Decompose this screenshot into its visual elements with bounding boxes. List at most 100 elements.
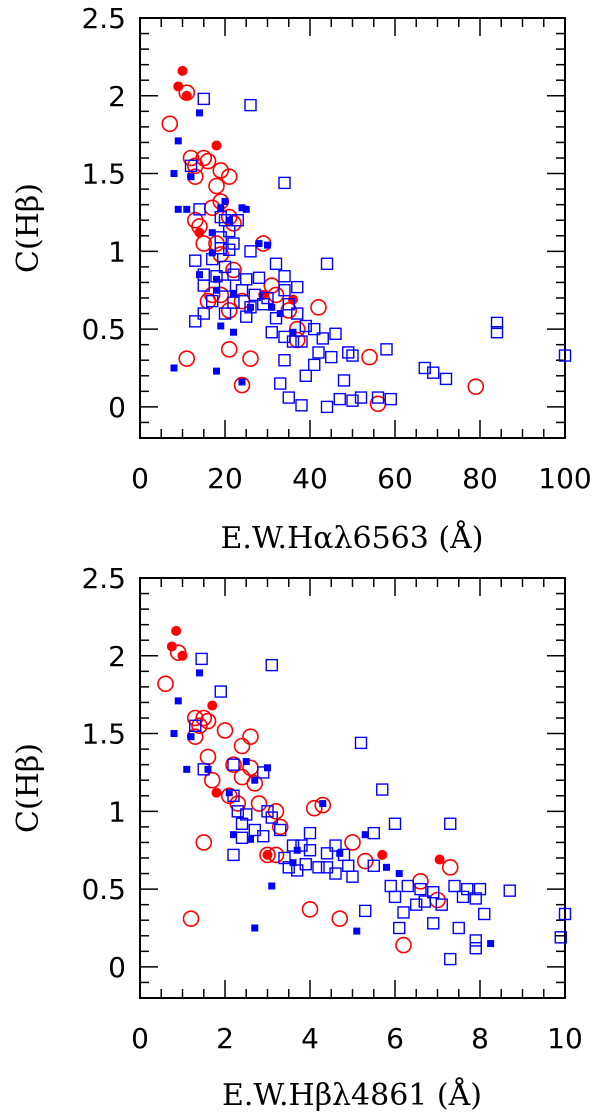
y-tick-label: 2 (108, 80, 126, 113)
data-point-square-open (269, 257, 283, 270)
data-point-square-open (456, 890, 470, 904)
data-point-square-open (278, 330, 291, 344)
data-point-square-open (274, 377, 287, 390)
data-point-circle-open (331, 910, 349, 927)
data-point-square-open (214, 210, 227, 224)
data-point-square-open (325, 350, 338, 364)
data-point-square-open (346, 394, 359, 407)
data-point-circle-filled (377, 849, 388, 860)
data-point-square-filled (196, 271, 203, 279)
data-point-circle-open (305, 799, 323, 817)
data-point-square-open (299, 369, 312, 382)
data-point-square-open (197, 307, 210, 320)
data-point-circle-filled (166, 641, 177, 652)
data-point-circle-filled (194, 227, 205, 238)
y-tick-label: 1.5 (81, 718, 126, 751)
data-point-circle-open (178, 350, 196, 367)
data-point-square-open (359, 904, 372, 918)
data-point-square-filled (230, 289, 237, 297)
data-point-square-open (295, 335, 308, 348)
data-point-square-open (452, 921, 465, 935)
data-point-square-open (329, 867, 342, 880)
data-point-square-filled (213, 367, 220, 375)
data-point-square-filled (251, 924, 259, 932)
data-point-square-open (286, 839, 300, 852)
data-point-circle-open (356, 852, 374, 870)
data-point-square-open (401, 879, 414, 893)
y-axis-label: C(Hβ) (11, 743, 46, 833)
data-point-circle-open (344, 834, 361, 851)
data-point-circle-open (216, 722, 234, 739)
data-point-circle-filled (434, 854, 445, 865)
data-point-square-open (384, 879, 397, 893)
data-point-square-open (269, 312, 283, 325)
data-point-circle-filled (288, 294, 298, 305)
data-point-square-open (195, 652, 208, 666)
data-point-square-open (299, 858, 312, 871)
data-points (161, 65, 572, 414)
data-point-circle-filled (262, 849, 273, 860)
data-points (157, 625, 572, 966)
data-point-square-open (316, 332, 329, 345)
data-point-square-filled (204, 765, 212, 773)
data-point-square-open (197, 92, 210, 106)
data-point-square-filled (247, 303, 254, 311)
data-point-square-open (227, 268, 240, 281)
data-point-square-filled (183, 205, 191, 213)
data-point-circle-open (263, 277, 281, 294)
data-point-square-filled (238, 378, 246, 386)
x-tick-label: 40 (292, 462, 328, 495)
data-point-circle-open (220, 302, 238, 319)
data-point-square-open (448, 879, 461, 893)
data-point-square-open (218, 307, 232, 320)
data-point-square-open (227, 848, 240, 862)
x-axis-label: E.W.Hαλ6563 (Å) (221, 520, 484, 556)
data-point-square-open (210, 270, 223, 283)
data-point-square-open (286, 335, 300, 348)
data-point-square-open (329, 327, 342, 340)
data-point-circle-open (246, 775, 264, 792)
data-point-square-filled (213, 286, 220, 294)
data-point-square-open (320, 257, 334, 270)
y-axis-label: C(Hβ) (11, 183, 46, 273)
y-tick-label: 2 (108, 640, 126, 673)
data-point-circle-open (191, 717, 208, 735)
x-tick-label: 20 (207, 462, 243, 495)
data-point-square-filled (221, 198, 229, 206)
x-tick-label: 100 (538, 462, 591, 495)
plot-frame (139, 17, 566, 439)
data-point-square-open (469, 892, 482, 905)
data-point-square-open (282, 861, 295, 874)
data-point-square-filled (383, 863, 390, 871)
data-point-square-open (227, 758, 240, 771)
x-tick-label: 60 (377, 462, 413, 495)
data-point-square-open (257, 830, 270, 843)
data-point-circle-open (208, 235, 225, 252)
data-point-circle-open (199, 152, 217, 170)
data-point-square-filled (242, 758, 250, 766)
data-point-square-open (189, 719, 202, 732)
data-point-square-filled (268, 303, 276, 311)
data-point-square-open (291, 280, 304, 294)
data-point-circle-open (212, 162, 230, 179)
data-point-circle-open (429, 891, 446, 909)
data-point-circle-filled (177, 65, 188, 76)
data-point-square-open (265, 658, 278, 672)
data-point-square-open (308, 322, 321, 336)
data-point-square-open (295, 839, 308, 852)
data-point-circle-open (225, 261, 242, 279)
x-tick-label: 6 (386, 1022, 404, 1055)
data-point-circle-open (199, 748, 217, 766)
data-point-circle-open (157, 675, 174, 693)
data-point-square-open (367, 859, 380, 872)
data-point-square-open (189, 315, 202, 328)
data-point-square-open (223, 243, 236, 256)
data-point-square-open (197, 763, 210, 776)
data-point-square-open (231, 214, 244, 227)
data-point-square-open (503, 884, 516, 897)
data-point-square-open (278, 284, 291, 297)
data-point-square-filled (251, 776, 259, 784)
data-point-square-open (257, 766, 270, 779)
axis-ticks (139, 577, 566, 999)
x-tick-label: 80 (462, 462, 498, 495)
